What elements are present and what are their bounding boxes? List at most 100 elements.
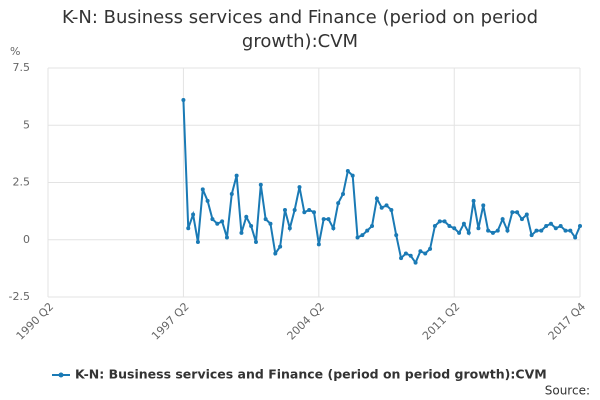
point bbox=[220, 219, 225, 224]
point bbox=[394, 233, 399, 238]
point bbox=[287, 226, 292, 231]
point bbox=[466, 230, 471, 235]
point bbox=[321, 217, 326, 222]
point bbox=[249, 224, 254, 229]
point bbox=[461, 221, 466, 226]
point bbox=[539, 228, 544, 233]
point bbox=[471, 198, 476, 203]
legend-label: K-N: Business services and Finance (peri… bbox=[75, 367, 547, 382]
point bbox=[558, 224, 563, 229]
point bbox=[481, 203, 486, 208]
point bbox=[345, 169, 350, 174]
point bbox=[457, 230, 462, 235]
point bbox=[316, 242, 321, 247]
point bbox=[302, 210, 307, 215]
point bbox=[563, 228, 568, 233]
point bbox=[510, 210, 515, 215]
point bbox=[379, 205, 384, 210]
point bbox=[442, 219, 447, 224]
point bbox=[384, 203, 389, 208]
chart-title: K-N: Business services and Finance (peri… bbox=[61, 7, 539, 52]
point bbox=[215, 221, 220, 226]
point bbox=[200, 187, 205, 192]
point bbox=[452, 226, 457, 231]
point bbox=[331, 226, 336, 231]
point bbox=[263, 217, 268, 222]
point bbox=[205, 198, 210, 203]
point bbox=[447, 224, 452, 229]
point bbox=[273, 251, 278, 256]
point bbox=[437, 219, 442, 224]
y-tick-label: 5 bbox=[23, 118, 30, 131]
point bbox=[413, 260, 418, 265]
point bbox=[374, 196, 379, 201]
legend-marker bbox=[58, 372, 64, 378]
point bbox=[365, 228, 370, 233]
point bbox=[418, 249, 423, 254]
point bbox=[524, 212, 529, 217]
point bbox=[282, 207, 287, 212]
point bbox=[307, 207, 312, 212]
point bbox=[495, 228, 500, 233]
point bbox=[224, 235, 229, 240]
point bbox=[515, 210, 520, 215]
source: Source: bbox=[545, 384, 590, 398]
point bbox=[229, 191, 234, 196]
point bbox=[370, 224, 375, 229]
point bbox=[336, 201, 341, 206]
point bbox=[191, 212, 196, 217]
point bbox=[423, 251, 428, 256]
point bbox=[573, 235, 578, 240]
point bbox=[244, 214, 249, 219]
x-tick-label: 1990 Q2 bbox=[14, 300, 57, 343]
point bbox=[268, 221, 273, 226]
point bbox=[234, 173, 239, 178]
point bbox=[403, 251, 408, 256]
point bbox=[312, 210, 316, 215]
point bbox=[360, 233, 365, 238]
point bbox=[355, 235, 360, 240]
y-axis-label: % bbox=[10, 45, 20, 58]
point bbox=[239, 230, 244, 235]
point bbox=[428, 246, 433, 251]
y-tick-label: 7.5 bbox=[13, 61, 31, 74]
x-tick-label: 2011 Q2 bbox=[420, 300, 463, 343]
point bbox=[505, 228, 510, 233]
point bbox=[210, 217, 215, 222]
point bbox=[486, 228, 491, 233]
point bbox=[326, 217, 331, 222]
y-tick-label: -2.5 bbox=[9, 290, 30, 303]
point bbox=[389, 207, 394, 212]
point bbox=[186, 226, 191, 231]
point bbox=[490, 230, 495, 235]
point bbox=[399, 256, 404, 261]
point bbox=[534, 228, 539, 233]
point bbox=[341, 191, 346, 196]
x-tick-label: 2017 Q4 bbox=[546, 300, 589, 343]
point bbox=[476, 226, 481, 231]
y-tick-label: 0 bbox=[23, 233, 30, 246]
point bbox=[544, 224, 549, 229]
point bbox=[548, 221, 553, 226]
point bbox=[553, 226, 558, 231]
point bbox=[181, 98, 186, 103]
point bbox=[278, 244, 283, 249]
point bbox=[519, 217, 524, 222]
point bbox=[195, 240, 200, 245]
point bbox=[350, 173, 355, 178]
point bbox=[529, 233, 534, 238]
point bbox=[297, 185, 302, 190]
x-tick-label: 2004 Q2 bbox=[285, 300, 328, 343]
point bbox=[258, 182, 263, 187]
y-tick-label: 2.5 bbox=[13, 176, 31, 189]
point bbox=[568, 228, 573, 233]
point bbox=[253, 240, 258, 245]
point bbox=[408, 253, 413, 258]
point bbox=[500, 217, 505, 222]
line bbox=[182, 100, 581, 265]
point bbox=[432, 224, 437, 229]
point bbox=[292, 207, 297, 212]
x-tick-label: 1997 Q2 bbox=[149, 300, 192, 343]
